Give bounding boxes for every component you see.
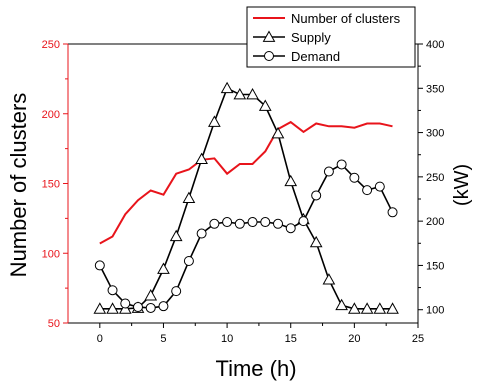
series-point-supply: [233, 87, 247, 100]
series-point-supply: [169, 229, 183, 242]
y-right-tick-label: 200: [426, 216, 444, 228]
legend: Number of clusters Supply Demand: [246, 6, 416, 68]
series-point-supply: [322, 273, 336, 285]
y-right-tick-label: 150: [426, 260, 444, 272]
series-group: [93, 81, 399, 314]
series-line-clusters: [99, 120, 393, 245]
x-tick-label: 25: [412, 333, 424, 345]
series-point-demand: [298, 216, 309, 227]
series-point-demand: [107, 285, 118, 296]
series-point-supply: [373, 302, 387, 314]
y-left-tick-label: 100: [42, 248, 60, 260]
series-point-demand: [349, 172, 360, 183]
series-point-demand: [145, 302, 156, 313]
x-tick-label: 20: [348, 333, 360, 345]
y-left-tick-label: 50: [48, 318, 60, 330]
series-point-supply: [271, 126, 285, 139]
series-point-supply: [309, 235, 323, 248]
series-point-demand: [323, 166, 334, 177]
legend-marker-demand: [264, 51, 274, 61]
y-right-tick-label: 400: [426, 39, 444, 51]
series-point-supply: [195, 152, 208, 165]
series-point-demand: [311, 190, 322, 201]
y-right-tick-label: 100: [426, 305, 444, 317]
y-axis-left-title: Number of clusters: [6, 93, 31, 278]
series-point-demand: [94, 260, 105, 271]
axes-group: 0 5 10 15 20 25 50 100 150 200 250 100 150 200 250 300 3…: [42, 39, 445, 345]
series-point-demand: [336, 159, 347, 170]
y-left-tick-label: 200: [42, 109, 60, 121]
series-point-demand: [387, 207, 398, 218]
series-point-demand: [183, 256, 194, 266]
series-point-demand: [133, 302, 143, 313]
series-point-demand: [158, 301, 169, 312]
x-tick-label: 15: [285, 333, 297, 345]
series-point-supply: [246, 87, 259, 100]
series-point-demand: [234, 218, 245, 229]
series-point-demand: [171, 286, 182, 297]
series-point-supply: [348, 302, 361, 314]
legend-label-demand: Demand: [291, 49, 340, 64]
series-point-demand: [222, 217, 233, 228]
series-point-demand: [196, 228, 207, 239]
legend-label-clusters: Number of clusters: [291, 11, 401, 26]
y-right-tick-label: 250: [426, 172, 444, 184]
series-point-supply: [93, 302, 107, 314]
series-point-supply: [386, 302, 399, 314]
series-point-supply: [208, 115, 221, 127]
series-point-supply: [144, 289, 158, 301]
series-point-demand: [273, 218, 283, 229]
series-point-supply: [182, 191, 196, 204]
series-point-demand: [362, 185, 373, 196]
legend-marker-supply: [262, 30, 276, 42]
series-point-supply: [258, 99, 272, 111]
series-point-demand: [285, 223, 296, 234]
series-point-demand: [209, 218, 220, 229]
series-point-supply: [157, 262, 170, 274]
series-point-supply: [284, 174, 298, 187]
series-point-demand: [374, 181, 385, 192]
series-point-supply: [220, 81, 234, 94]
series-point-demand: [260, 217, 271, 228]
legend-label-supply: Supply: [291, 30, 331, 45]
x-tick-label: 10: [221, 333, 233, 345]
x-axis-title: Time (h): [215, 356, 296, 381]
x-tick-label: 0: [97, 333, 103, 345]
y-left-tick-label: 250: [42, 39, 60, 51]
series-line-supply: [99, 87, 393, 310]
y-right-tick-label: 350: [426, 83, 444, 95]
x-tick-label: 5: [160, 333, 166, 345]
series-point-supply: [360, 302, 374, 314]
y-right-tick-label: 300: [426, 128, 444, 140]
series-point-supply: [335, 298, 348, 311]
y-axis-right-title: (kW): [451, 164, 473, 206]
series-point-supply: [106, 302, 119, 314]
y-left-tick-label: 150: [42, 179, 60, 191]
series-point-demand: [120, 298, 131, 309]
series-point-demand: [247, 217, 258, 228]
series-line-demand: [99, 163, 394, 309]
